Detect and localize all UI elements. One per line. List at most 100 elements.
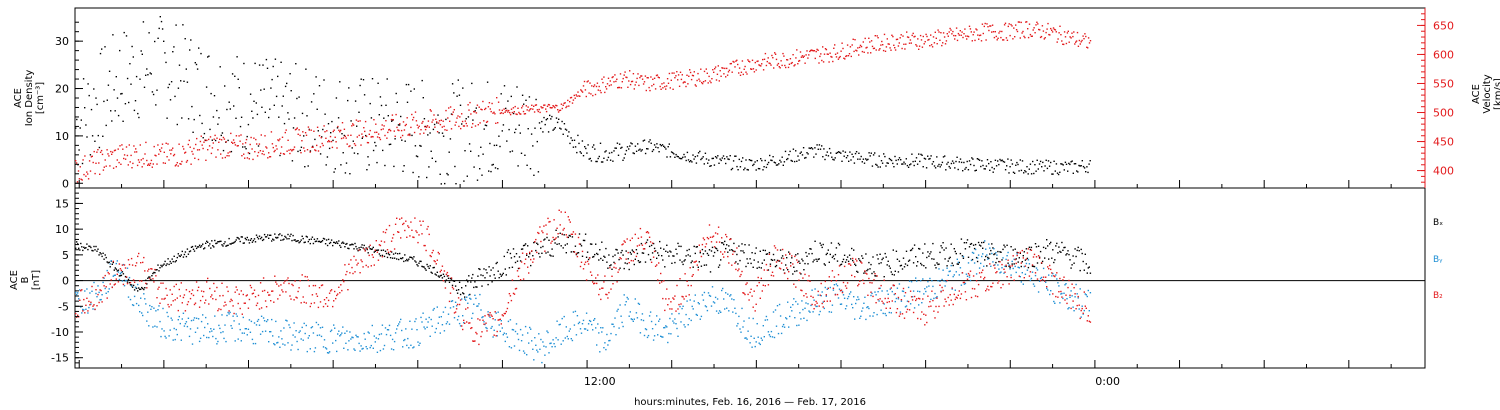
density-point [1026,166,1028,168]
b-bx-point [355,245,357,248]
velocity-point [460,127,462,130]
velocity-point [605,86,607,88]
density-point [303,135,305,137]
b-by-point [157,309,159,311]
b-bz-point [347,289,349,291]
b-by-point [368,332,370,334]
b-bz-point [82,310,84,312]
velocity-point [693,71,695,73]
velocity-point [498,109,501,111]
b-bx-point [754,252,756,255]
density-point [668,143,670,145]
b-bx-point [780,257,783,259]
b-bz-point [209,287,211,290]
velocity-point [244,142,247,144]
b-bx-point [580,245,583,247]
density-point [129,63,131,65]
b-bx-point [344,246,346,248]
density-point [555,117,558,119]
b-bz-point [781,248,784,251]
b-bz-point [217,309,219,312]
b-by-point [178,315,180,318]
b-bz-point [705,243,708,245]
density-point [358,111,360,113]
b-by-point [1028,263,1031,265]
b-bx-point [591,243,593,245]
b-bx-point [109,266,111,268]
velocity-point [280,146,283,148]
velocity-point [708,75,710,78]
velocity-point [526,109,528,111]
density-point [466,175,468,177]
velocity-point [899,37,901,39]
b-bx-point [161,265,163,268]
b-bx-point [876,254,878,256]
velocity-point [541,107,543,109]
b-bx-point [1083,269,1085,271]
density-point [843,155,845,157]
b-by-point [762,325,764,327]
velocity-point [762,69,765,71]
density-point [629,145,631,147]
velocity-point [193,147,195,150]
velocity-point [172,154,175,157]
velocity-point [287,139,289,141]
density-point [120,93,122,95]
density-point [859,158,861,160]
b-by-point [265,320,268,323]
density-point [222,149,225,152]
b-bz-point [463,319,465,322]
velocity-point [905,43,907,45]
b-by-point [75,291,77,294]
density-point [928,158,930,160]
b-bz-point [652,256,655,258]
velocity-point [725,76,727,78]
b-by-point [881,290,883,292]
b-by-point [1069,296,1071,298]
b-bz-point [102,276,104,279]
density-point [589,157,591,160]
velocity-point [256,155,259,157]
b-bz-point [157,288,159,290]
b-by-point [517,338,520,341]
b-by-point [422,312,424,314]
b-bx-point [835,247,838,249]
velocity-point [317,150,320,152]
velocity-point [756,60,758,63]
b-by-point [658,320,660,322]
density-point [131,45,133,48]
velocity-point [1001,30,1003,33]
b-by-point [518,349,521,352]
b-by-point [657,334,659,336]
velocity-point [168,159,170,161]
b-bx-point [1012,249,1014,251]
b-bx-point [532,255,534,257]
b-by-point [132,304,135,307]
velocity-point [340,129,342,132]
b-bz-point [737,269,739,272]
b-by-point [873,312,875,314]
velocity-point [1031,35,1033,37]
b-bz-point [989,263,991,265]
b-bx-point [198,244,201,246]
b-by-point [1049,293,1051,296]
velocity-point [87,178,90,180]
b-bz-point [333,300,335,302]
b-by-point [753,337,755,339]
b-by-point [1024,273,1027,275]
b-bx-point [907,260,910,262]
velocity-point [505,110,507,112]
b-bx-point [96,250,98,252]
density-point [578,142,580,145]
b-bx-point [477,275,479,277]
b-bx-point [518,256,521,258]
b-bz-point [772,275,775,277]
b-bx-point [378,253,381,255]
b-bz-point [239,307,241,310]
density-point [335,97,338,99]
b-by-point [909,303,912,305]
b-bz-point [175,283,177,286]
b-bz-point [356,264,358,266]
b-bx-point [142,287,144,290]
b-bx-point [751,252,753,254]
